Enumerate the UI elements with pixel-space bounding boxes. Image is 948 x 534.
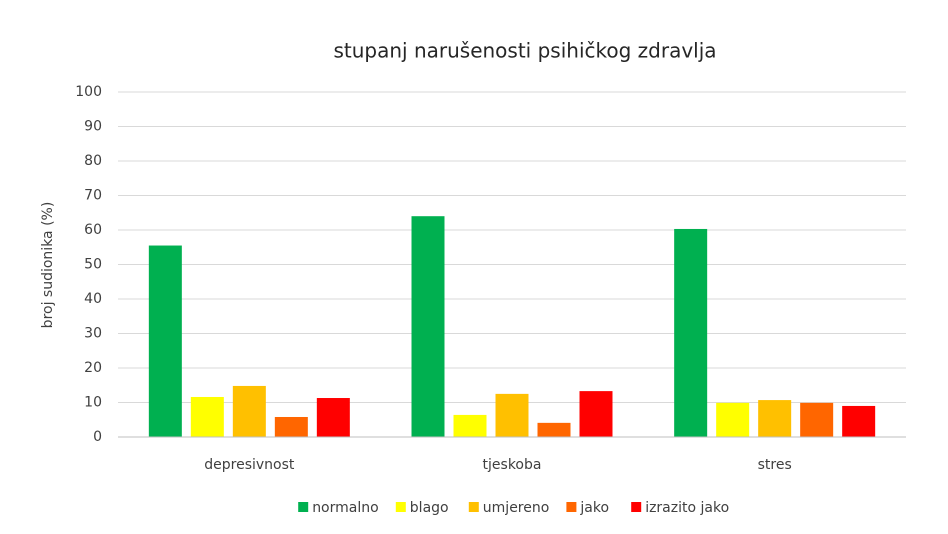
legend-label: izrazito jako bbox=[645, 500, 729, 516]
legend-label: jako bbox=[579, 500, 609, 516]
bar bbox=[495, 393, 529, 437]
y-axis-label: broj sudionika (%) bbox=[40, 202, 56, 329]
bar bbox=[674, 228, 708, 437]
bar bbox=[579, 391, 613, 437]
legend-swatch bbox=[566, 502, 577, 512]
bar bbox=[800, 402, 834, 437]
bar bbox=[453, 414, 487, 437]
y-tick-label: 70 bbox=[84, 188, 102, 204]
bar bbox=[232, 385, 266, 437]
x-tick-label: stres bbox=[758, 457, 792, 473]
legend-swatch bbox=[298, 502, 309, 512]
bar bbox=[316, 398, 350, 437]
y-tick-label: 80 bbox=[84, 153, 102, 169]
bar bbox=[190, 396, 224, 437]
bar bbox=[758, 400, 792, 437]
x-tick-label: depresivnost bbox=[204, 457, 295, 473]
legend-swatch bbox=[395, 502, 406, 512]
legend-swatch bbox=[468, 502, 479, 512]
bar bbox=[274, 416, 308, 437]
legend-label: blago bbox=[410, 500, 449, 516]
y-tick-label: 10 bbox=[84, 395, 102, 411]
y-tick-label: 40 bbox=[84, 291, 102, 307]
chart-title: stupanj narušenosti psihičkog zdravlja bbox=[333, 39, 716, 63]
y-tick-label: 100 bbox=[75, 84, 102, 100]
y-tick-label: 0 bbox=[93, 429, 102, 445]
legend-label: umjereno bbox=[483, 500, 550, 516]
legend-label: normalno bbox=[312, 500, 379, 516]
y-tick-label: 90 bbox=[84, 119, 102, 135]
y-tick-label: 30 bbox=[84, 326, 102, 342]
x-tick-label: tjeskoba bbox=[483, 457, 542, 473]
y-tick-label: 20 bbox=[84, 360, 102, 376]
bar bbox=[148, 245, 182, 437]
bar bbox=[842, 405, 876, 437]
bar bbox=[537, 422, 571, 437]
bar bbox=[716, 402, 750, 437]
legend-swatch bbox=[631, 502, 642, 512]
y-tick-label: 50 bbox=[84, 257, 102, 273]
y-tick-label: 60 bbox=[84, 222, 102, 238]
bar bbox=[411, 216, 445, 437]
